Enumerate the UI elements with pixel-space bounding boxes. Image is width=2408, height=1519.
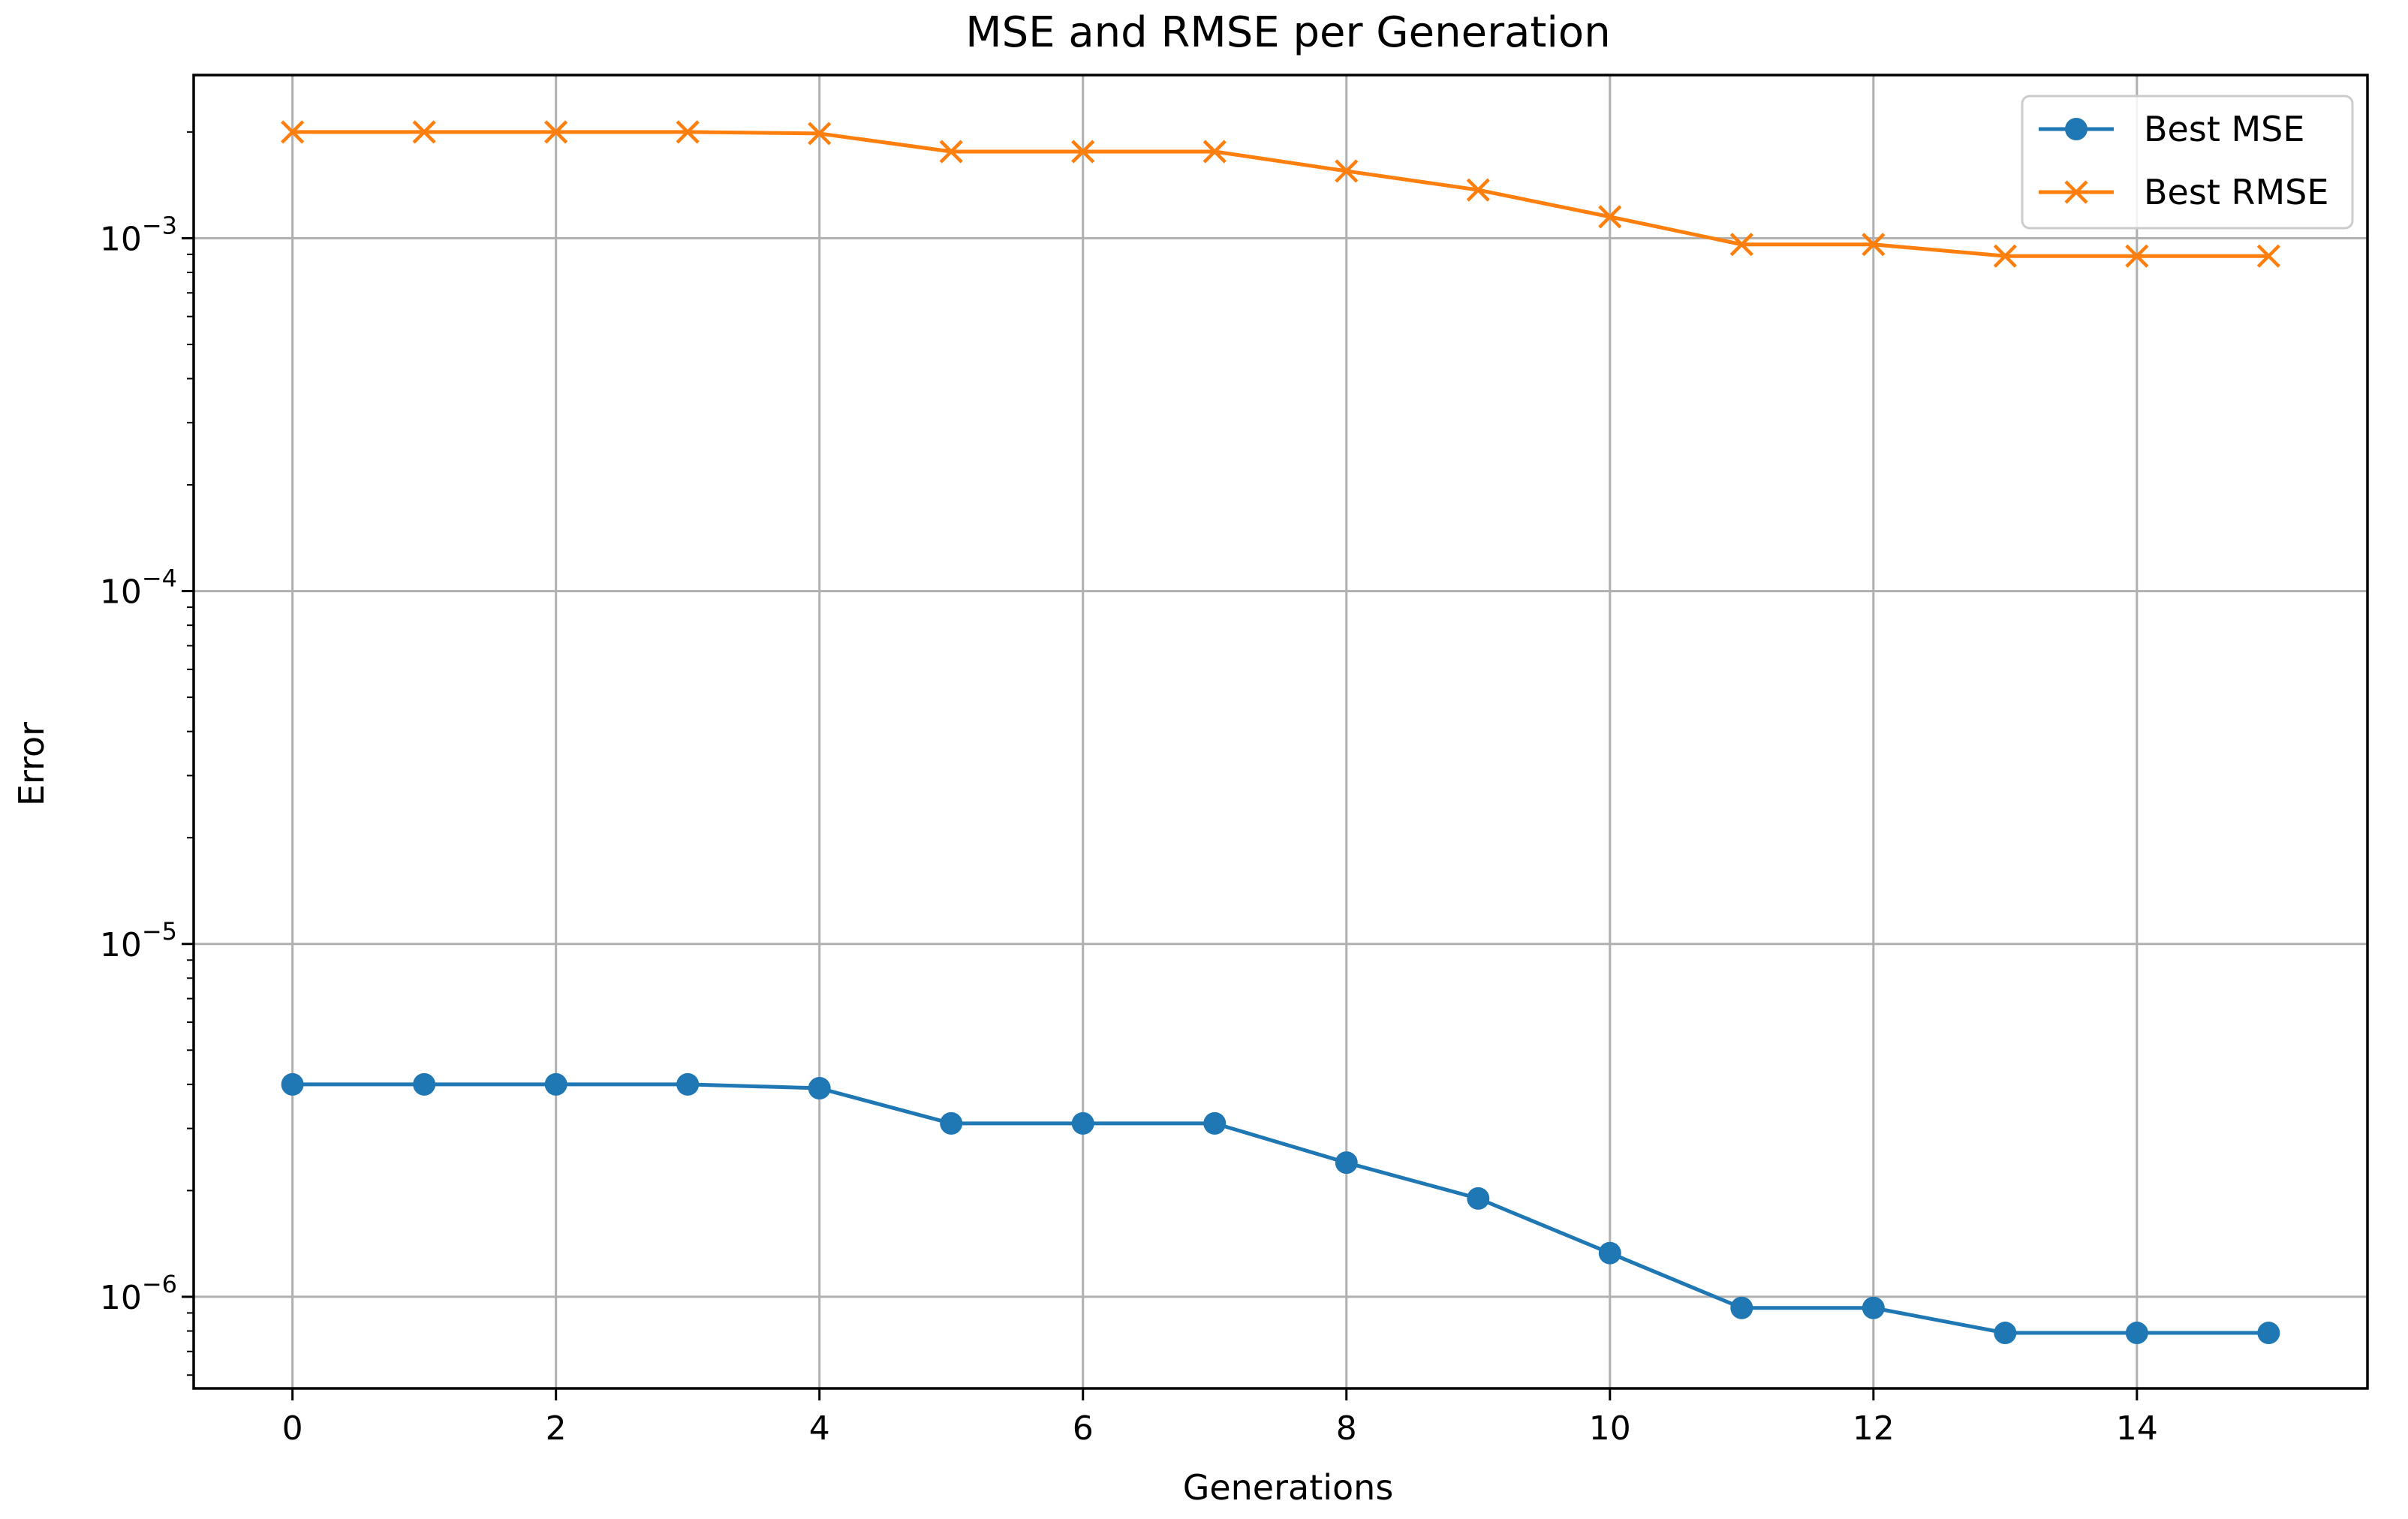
data-point-best-rmse: [1335, 159, 1359, 183]
data-point-best-mse: [808, 1077, 831, 1100]
data-point-best-rmse: [281, 120, 305, 144]
data-point-best-rmse: [1862, 233, 1886, 257]
x-tick-label: 0: [282, 1409, 303, 1448]
legend: Best MSE Best RMSE: [2021, 95, 2354, 230]
legend-item: Best RMSE: [2039, 172, 2328, 212]
legend-label: Best MSE: [2144, 109, 2304, 149]
chart-title: MSE and RMSE per Generation: [965, 8, 1610, 57]
x-tick-label: 4: [809, 1409, 830, 1448]
series-line-best-rmse: [292, 130, 2269, 258]
series-best-mse: [281, 1072, 2280, 1345]
data-point-best-mse: [413, 1072, 436, 1096]
legend-marker: [2064, 180, 2088, 204]
data-point-best-rmse: [808, 122, 832, 146]
data-point-best-mse: [1862, 1296, 1885, 1319]
y-tick-label: 10−6: [100, 1270, 177, 1317]
y-tick-exponent: −5: [142, 917, 177, 946]
y-tick-base: 10: [100, 926, 142, 964]
y-tick-exponent: −6: [142, 1270, 177, 1298]
data-point-best-rmse: [676, 120, 700, 144]
data-point-best-rmse: [2125, 244, 2149, 268]
x-tick-label: 12: [1853, 1409, 1895, 1448]
x-tick-label: 6: [1073, 1409, 1094, 1448]
data-point-best-rmse: [1729, 233, 1753, 257]
data-point-best-mse: [1994, 1322, 2017, 1345]
data-point-best-mse: [1467, 1187, 1490, 1210]
legend-marker: [2065, 118, 2087, 140]
x-tick-label: 14: [2116, 1409, 2158, 1448]
data-point-best-mse: [1071, 1111, 1094, 1135]
series-best-rmse: [281, 120, 2280, 268]
y-tick-exponent: −3: [142, 211, 177, 239]
y-tick-label: 10−4: [100, 564, 177, 612]
data-point-best-rmse: [1202, 140, 1227, 164]
data-point-best-rmse: [1071, 140, 1095, 164]
data-point-best-mse: [1598, 1241, 1621, 1265]
data-point-best-rmse: [1598, 205, 1622, 229]
data-point-best-mse: [676, 1072, 700, 1096]
data-point-best-rmse: [2256, 244, 2280, 268]
data-point-best-mse: [281, 1072, 304, 1096]
data-point-best-rmse: [1993, 244, 2017, 268]
data-point-best-mse: [1730, 1296, 1753, 1319]
data-point-best-rmse: [939, 140, 963, 164]
x-tick-label: 2: [546, 1409, 567, 1448]
data-point-best-mse: [2257, 1322, 2280, 1345]
y-tick-exponent: −4: [142, 564, 177, 593]
x-tick-label: 10: [1589, 1409, 1631, 1448]
data-point-best-rmse: [544, 120, 568, 144]
y-tick-base: 10: [100, 220, 142, 258]
data-point-best-rmse: [1466, 178, 1490, 202]
grid: [194, 75, 2367, 1388]
data-point-best-mse: [1335, 1151, 1358, 1175]
series-line-best-mse: [292, 1082, 2269, 1335]
data-point-best-mse: [544, 1072, 567, 1096]
y-tick-base: 10: [100, 1279, 142, 1317]
y-tick-label: 10−5: [100, 917, 177, 964]
y-tick-base: 10: [100, 573, 142, 612]
data-point-best-rmse: [412, 120, 436, 144]
data-point-best-mse: [2125, 1322, 2148, 1345]
legend-label: Best RMSE: [2144, 172, 2328, 212]
y-tick-label: 10−3: [100, 211, 177, 258]
legend-item: Best MSE: [2039, 109, 2304, 149]
x-axis-label: Generations: [1183, 1467, 1394, 1508]
x-tick-label: 8: [1336, 1409, 1357, 1448]
data-point-best-mse: [1203, 1111, 1227, 1135]
series-layer: [281, 120, 2280, 1345]
y-axis-label: Error: [11, 722, 52, 806]
data-point-best-mse: [940, 1111, 963, 1135]
